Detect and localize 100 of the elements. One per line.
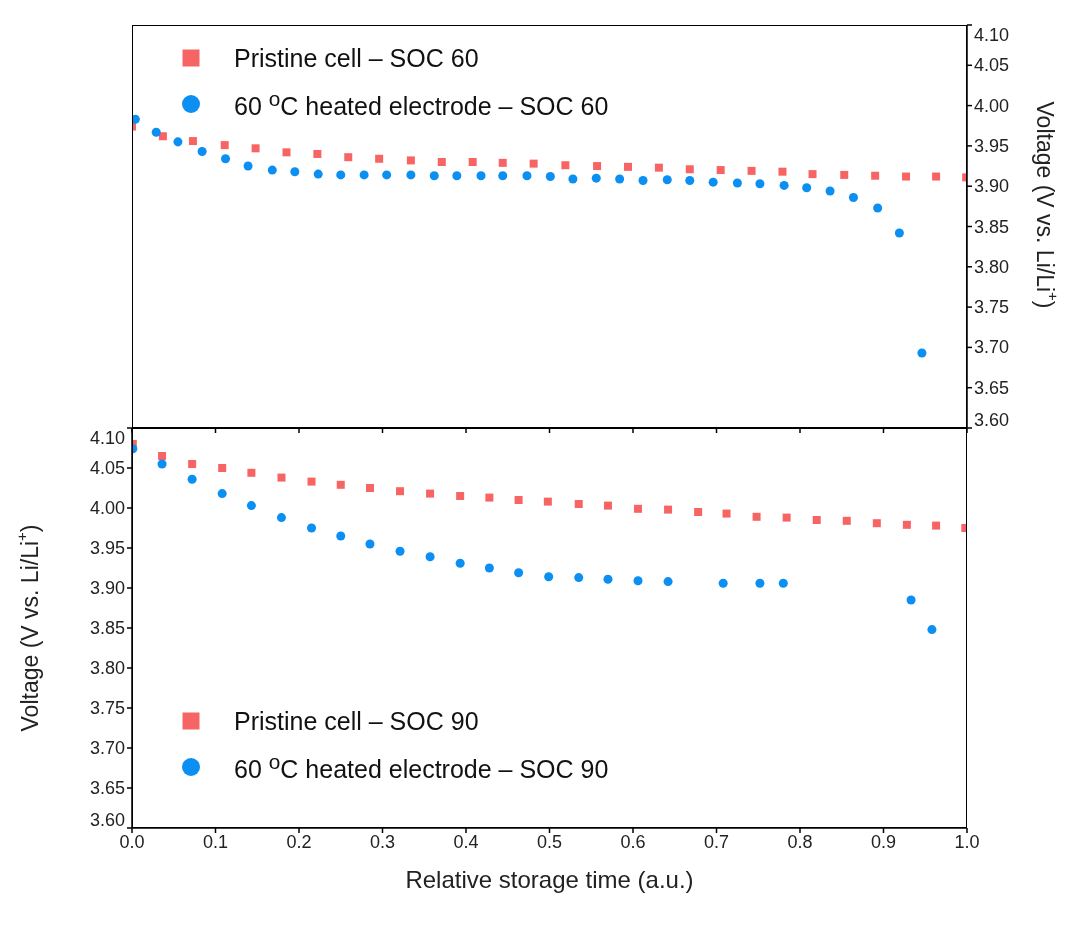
x-axis-title: Relative storage time (a.u.) [405,866,694,893]
x-tick-label: 0.4 [453,831,479,852]
point [455,558,465,568]
point [267,165,277,175]
point [802,183,812,193]
point [437,158,446,167]
point [662,175,672,185]
point [336,480,345,489]
point [485,493,494,502]
point [747,166,756,175]
point [778,578,788,588]
point [218,464,227,472]
point [277,473,286,482]
point [638,176,648,186]
y2-tick-label: 4.00 [974,95,1010,116]
point [307,523,317,533]
point [365,484,374,492]
point [426,489,435,498]
legend-label: Pristine cell – SOC 60 [234,43,479,73]
point [708,177,718,187]
legend-label: Pristine cell – SOC 90 [234,706,479,736]
point [752,512,761,521]
point [221,154,231,164]
y-tick-label: 3.65 [89,778,125,798]
point [188,460,197,468]
point [452,171,462,181]
legend-label: 60 $^{o}$C heated electrode – SOC 90 [234,749,609,785]
point [906,595,916,605]
point [574,500,583,508]
x-tick-label: 0.5 [536,831,563,852]
point [498,171,508,181]
point [406,156,415,165]
point [873,203,883,213]
point [359,170,369,180]
point [365,539,375,549]
y-tick-label: 4.05 [89,458,125,478]
point [872,519,881,528]
x-tick-label: 0.2 [286,831,312,852]
y2-tick-label: 3.70 [974,337,1010,358]
y-tick-label: 3.90 [89,578,125,598]
point [685,176,695,186]
point [663,577,673,587]
point [615,174,625,184]
point [568,174,578,184]
point [313,169,323,179]
point [484,563,494,573]
point [543,497,552,506]
point [132,114,140,124]
point [634,504,643,513]
y2-tick-label: 3.90 [974,176,1010,197]
point [522,171,532,181]
point [825,186,835,196]
point [633,576,643,586]
y-tick-label: 3.75 [89,698,125,718]
point [561,161,570,170]
point [282,148,291,157]
point [187,474,197,484]
point [848,192,858,202]
y2-tick-label: 3.80 [974,256,1010,277]
point [246,501,256,511]
point [840,170,849,179]
y2-tick-label: 3.60 [974,410,1010,430]
point [382,170,392,180]
y2-tick-label: 4.05 [974,55,1010,76]
point [778,167,787,176]
point [779,180,789,190]
point [593,162,602,171]
point [188,137,197,146]
point [755,179,765,189]
y-tick-label: 3.80 [89,658,125,678]
point [871,171,880,180]
x-tick-label: 0.6 [620,831,646,852]
y2-tick-label: 4.10 [974,25,1010,45]
point [902,172,911,181]
point [932,172,941,181]
point [685,165,694,174]
point [468,158,477,167]
point [603,501,612,510]
x-tick-label: 0.8 [787,831,813,852]
point [429,171,439,181]
y-tick-label: 4.00 [89,498,125,518]
point [158,132,167,141]
point [718,578,728,588]
point [197,147,207,157]
point [425,552,435,562]
x-tick-label: 0.0 [119,831,145,852]
point [544,572,554,582]
point [220,141,229,150]
point [603,574,613,584]
point [755,578,765,588]
point [396,487,405,496]
point [514,496,523,504]
point [545,172,555,182]
point [529,159,538,168]
point [307,477,316,486]
y2-tick-label: 3.95 [974,135,1010,156]
point [375,154,384,163]
point [157,459,167,469]
point [722,509,731,518]
y-tick-label: 3.95 [89,538,125,558]
